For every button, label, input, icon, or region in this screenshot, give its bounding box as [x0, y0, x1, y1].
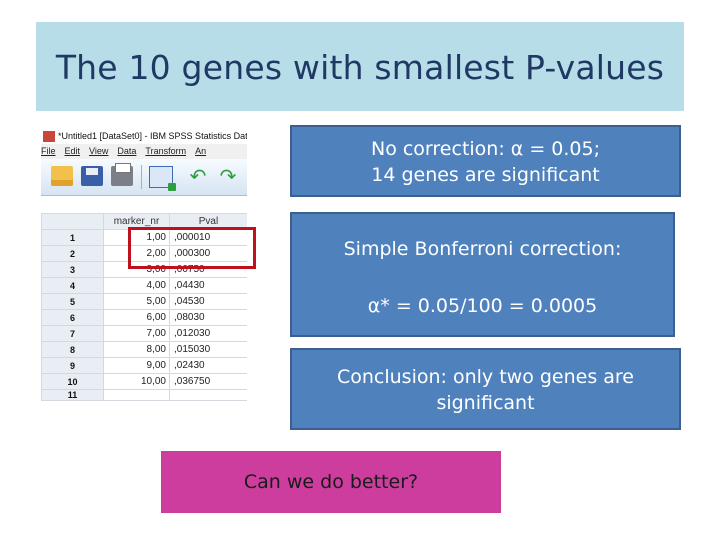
- cell-pval[interactable]: [169, 389, 247, 401]
- row-number[interactable]: 7: [41, 325, 104, 342]
- cell-pval[interactable]: ,08030: [169, 309, 247, 326]
- print-icon[interactable]: [111, 163, 133, 186]
- conclusion-callout: Conclusion: only two genes are significa…: [290, 348, 681, 430]
- menu-transform[interactable]: Transform: [145, 146, 187, 156]
- save-icon[interactable]: [81, 166, 103, 186]
- menu-edit[interactable]: Edit: [64, 146, 81, 156]
- goto-case-icon[interactable]: [149, 166, 176, 191]
- row-number[interactable]: 6: [41, 309, 104, 326]
- cell-marker[interactable]: 9,00: [103, 357, 170, 374]
- table-row: 6 6,00,08030: [41, 309, 247, 326]
- row-number-header: [41, 213, 104, 230]
- conclusion-line2: significant: [436, 392, 535, 414]
- menu-view[interactable]: View: [89, 146, 109, 156]
- row-number[interactable]: 4: [41, 277, 104, 294]
- no-correction-line1: No correction: α = 0.05;: [370, 138, 601, 160]
- title-band: The 10 genes with smallest P-values: [36, 22, 684, 111]
- cell-marker[interactable]: [103, 389, 170, 401]
- cell-marker[interactable]: 6,00: [103, 309, 170, 326]
- table-row: 8 8,00,015030: [41, 341, 247, 358]
- menu-analyze[interactable]: An: [195, 146, 207, 156]
- cell-marker[interactable]: 5,00: [103, 293, 170, 310]
- menu-data[interactable]: Data: [117, 146, 137, 156]
- row-number[interactable]: 9: [41, 357, 104, 374]
- cell-pval[interactable]: ,02430: [169, 357, 247, 374]
- redo-icon[interactable]: ↷: [219, 166, 237, 188]
- row-number[interactable]: 10: [41, 373, 104, 390]
- row-number[interactable]: 2: [41, 245, 104, 262]
- bonferroni-line2: α* = 0.05/100 = 0.0005: [367, 295, 598, 317]
- spss-screenshot: *Untitled1 [DataSet0] - IBM SPSS Statist…: [41, 129, 247, 405]
- cell-marker[interactable]: 10,00: [103, 373, 170, 390]
- undo-icon[interactable]: ↶: [189, 166, 207, 188]
- bonferroni-callout: Simple Bonferroni correction: α* = 0.05/…: [290, 212, 675, 337]
- table-row: 5 5,00,04530: [41, 293, 247, 310]
- cell-marker[interactable]: 4,00: [103, 277, 170, 294]
- row-number[interactable]: 11: [41, 389, 104, 401]
- spss-window-title: *Untitled1 [DataSet0] - IBM SPSS Statist…: [41, 129, 247, 144]
- conclusion-line1: Conclusion: only two genes are: [336, 366, 634, 388]
- table-row: 4 4,00,04430: [41, 277, 247, 294]
- table-row: 2 2,00,000300: [41, 245, 247, 262]
- spss-window-title-text: *Untitled1 [DataSet0] - IBM SPSS Statist…: [58, 131, 247, 141]
- table-row: 10 10,00,036750: [41, 373, 247, 390]
- bonferroni-line1: Simple Bonferroni correction:: [343, 238, 622, 260]
- cell-marker[interactable]: 7,00: [103, 325, 170, 342]
- menu-file[interactable]: File: [41, 146, 56, 156]
- slide-title: The 10 genes with smallest P-values: [55, 48, 665, 87]
- no-correction-callout: No correction: α = 0.05; 14 genes are si…: [290, 125, 681, 197]
- question-box: Can we do better?: [161, 451, 501, 513]
- spss-menubar: File Edit View Data Transform An: [41, 144, 247, 159]
- cell-pval[interactable]: ,036750: [169, 373, 247, 390]
- cell-pval[interactable]: ,015030: [169, 341, 247, 358]
- cell-pval[interactable]: ,04530: [169, 293, 247, 310]
- row-number[interactable]: 1: [41, 229, 104, 246]
- table-row: 9 9,00,02430: [41, 357, 247, 374]
- cell-pval[interactable]: ,012030: [169, 325, 247, 342]
- table-row: 11: [41, 389, 247, 401]
- toolbar-separator: [141, 165, 142, 189]
- data-grid: marker_nr Pval 1 1,00,000010 2 2,00,000300…: [41, 213, 247, 401]
- column-header-pval[interactable]: Pval: [169, 213, 247, 230]
- row-number[interactable]: 8: [41, 341, 104, 358]
- spss-app-icon: [43, 131, 55, 143]
- highlight-rectangle: [128, 227, 256, 269]
- row-number[interactable]: 3: [41, 261, 104, 278]
- row-number[interactable]: 5: [41, 293, 104, 310]
- open-folder-icon[interactable]: [51, 166, 73, 186]
- no-correction-line2: 14 genes are significant: [371, 164, 600, 186]
- table-row: 7 7,00,012030: [41, 325, 247, 342]
- cell-marker[interactable]: 8,00: [103, 341, 170, 358]
- spss-toolbar: ↶ ↷: [41, 159, 247, 196]
- cell-pval[interactable]: ,04430: [169, 277, 247, 294]
